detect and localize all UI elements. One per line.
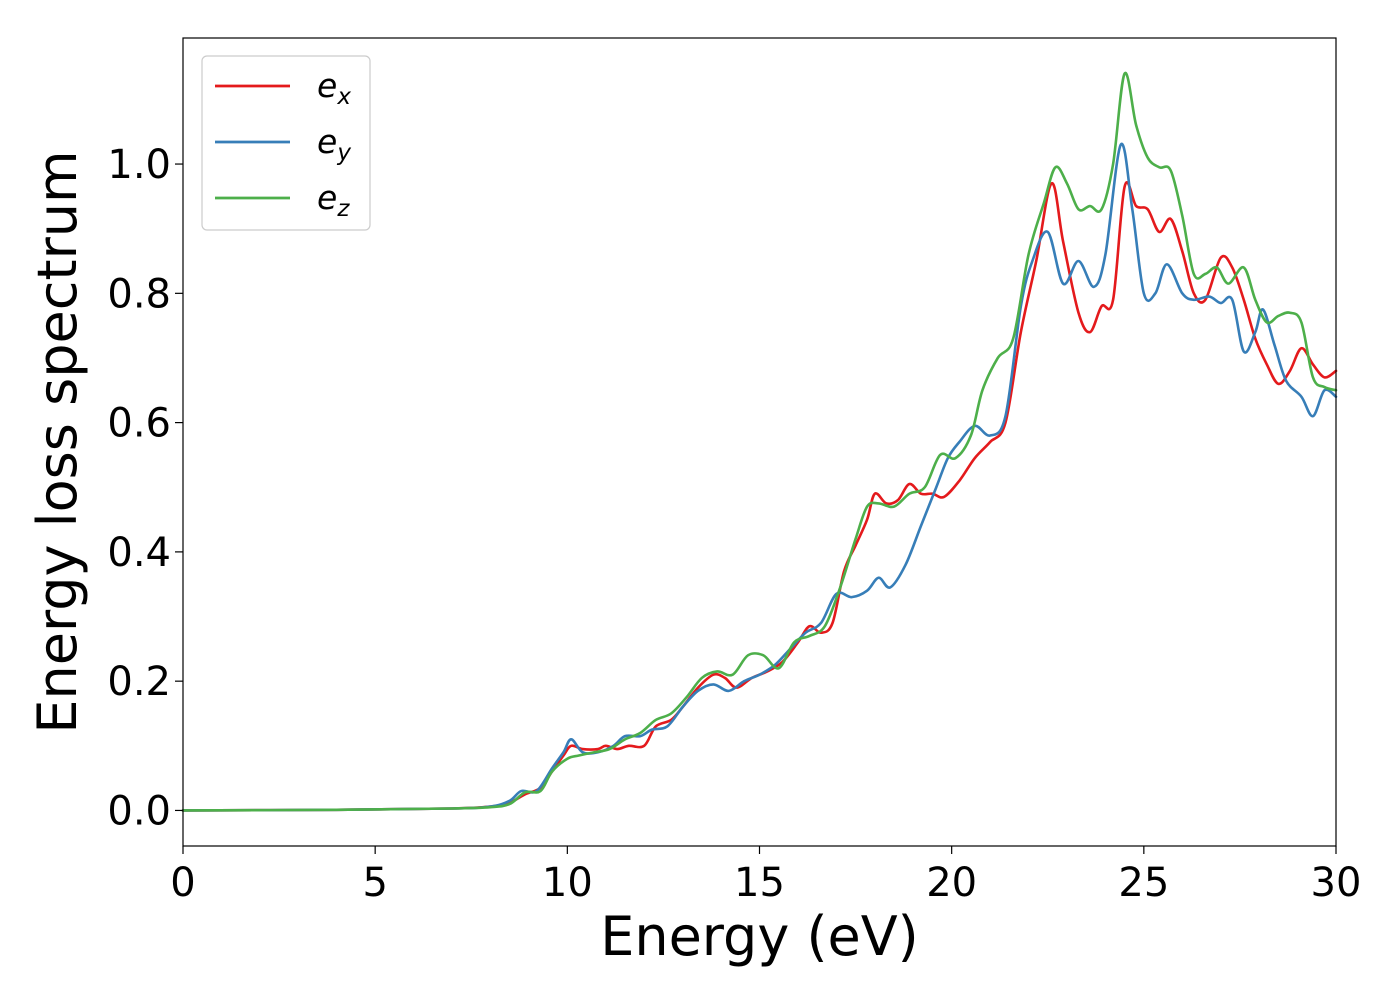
x-axis-ticks: 0 5 10 15 20 25 30 (170, 846, 1361, 906)
y-tick-label: 0.6 (107, 401, 171, 447)
x-tick-label: 30 (1311, 860, 1362, 906)
y-tick-label: 0.2 (107, 659, 171, 705)
x-tick-label: 10 (542, 860, 593, 906)
legend: ex ey ez (201, 55, 371, 231)
x-tick-label: 15 (734, 860, 785, 906)
x-tick-label: 5 (362, 860, 387, 906)
legend-label-ey: ey (317, 122, 351, 166)
y-tick-label: 0.4 (107, 530, 171, 576)
legend-label-ex: ex (317, 66, 351, 110)
x-axis-title: Energy (eV) (600, 905, 919, 968)
y-tick-label: 0.8 (107, 271, 171, 317)
plot-area (183, 38, 1336, 846)
y-axis-title: Energy loss spectrum (26, 150, 89, 733)
y-tick-label: 1.0 (107, 142, 171, 188)
x-tick-label: 0 (170, 860, 195, 906)
series-line-ez (181, 71, 1338, 812)
y-axis-ticks: 0.0 0.2 0.4 0.6 0.8 1.0 (107, 142, 183, 834)
x-tick-label: 20 (926, 860, 977, 906)
series-layer (181, 71, 1338, 812)
legend-label-ez: ez (317, 178, 350, 222)
series-line-ex (181, 181, 1338, 812)
x-tick-label: 25 (1118, 860, 1169, 906)
y-tick-label: 0.0 (107, 788, 171, 834)
